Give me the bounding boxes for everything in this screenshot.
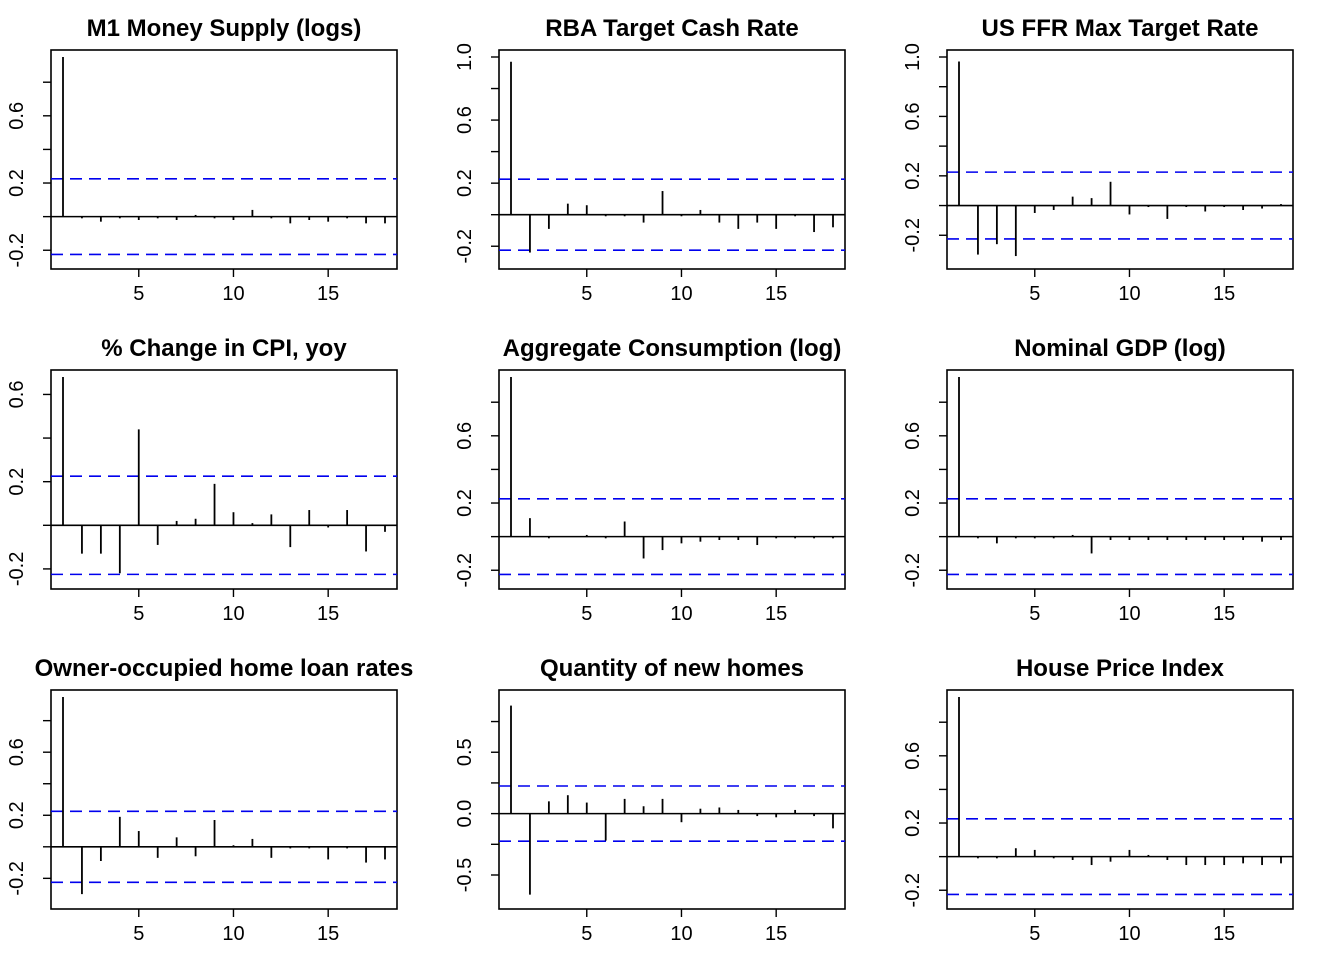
y-tick-label: 0.2 [6,169,28,197]
x-tick-label: 10 [670,923,692,945]
x-tick-label: 10 [1118,603,1140,625]
panel-title: Aggregate Consumption (log) [503,335,842,362]
y-tick-label: 0.2 [902,809,924,837]
plot-frame [946,689,1294,910]
x-tick-label: 5 [581,923,592,945]
y-tick-label: 0.6 [6,738,28,766]
x-tick-label: 15 [317,283,339,305]
y-tick-label: 1.0 [902,43,924,71]
y-tick-label: -0.2 [902,553,924,587]
y-tick-label: 0.2 [6,801,28,829]
x-tick-label: 10 [670,283,692,305]
x-tick-label: 5 [581,283,592,305]
y-tick-label: 0.6 [454,106,476,134]
y-tick-label: 0.5 [454,738,476,766]
x-tick-label: 5 [1029,283,1040,305]
y-tick-label: 0.2 [902,162,924,190]
y-tick-label: -0.2 [454,553,476,587]
x-tick-label: 10 [1118,923,1140,945]
y-tick-label: 0.6 [454,422,476,450]
x-tick-label: 5 [581,603,592,625]
plot-frame [946,369,1294,590]
y-tick-label: 0.2 [902,489,924,517]
y-tick-label: 0.6 [6,102,28,130]
plot-frame [498,369,846,590]
x-tick-label: 5 [1029,923,1040,945]
y-tick-label: 1.0 [454,43,476,71]
x-tick-label: 5 [133,923,144,945]
y-tick-label: 0.6 [902,103,924,131]
x-tick-label: 10 [670,603,692,625]
x-tick-label: 5 [133,283,144,305]
x-tick-label: 15 [317,603,339,625]
plot-frame [50,369,398,590]
panel-title: Owner-occupied home loan rates [35,655,414,682]
x-tick-label: 15 [1213,283,1235,305]
panel-title: % Change in CPI, yoy [101,335,347,362]
panel-title: US FFR Max Target Rate [982,15,1259,42]
panel-title: Nominal GDP (log) [1014,335,1226,362]
plot-frame [498,689,846,910]
x-tick-label: 10 [222,283,244,305]
x-tick-label: 15 [765,283,787,305]
plot-frame [498,49,846,270]
plot-frame [50,689,398,910]
plot-frame [50,49,398,270]
y-tick-label: 0.2 [454,489,476,517]
y-tick-label: -0.2 [6,552,28,586]
y-tick-label: -0.2 [6,861,28,895]
x-tick-label: 5 [133,603,144,625]
y-tick-label: -0.2 [454,229,476,263]
y-tick-label: 0.6 [6,381,28,409]
y-tick-label: -0.5 [454,858,476,892]
y-tick-label: 0.2 [6,468,28,496]
panel-title: RBA Target Cash Rate [545,15,798,42]
panel-title: House Price Index [1016,655,1225,682]
panel-title: Quantity of new homes [540,655,804,682]
y-tick-label: 0.0 [454,800,476,828]
x-tick-label: 15 [1213,923,1235,945]
plot-frame [946,49,1294,270]
x-tick-label: 10 [1118,283,1140,305]
y-tick-label: 0.2 [454,169,476,197]
x-tick-label: 15 [317,923,339,945]
y-tick-label: 0.6 [902,422,924,450]
y-tick-label: 0.6 [902,742,924,770]
x-tick-label: 15 [765,923,787,945]
x-tick-label: 15 [1213,603,1235,625]
panel-title: M1 Money Supply (logs) [87,15,362,42]
x-tick-label: 15 [765,603,787,625]
y-tick-label: -0.2 [902,873,924,907]
x-tick-label: 10 [222,603,244,625]
x-tick-label: 10 [222,923,244,945]
y-tick-label: -0.2 [902,218,924,252]
y-tick-label: -0.2 [6,233,28,267]
x-tick-label: 5 [1029,603,1040,625]
